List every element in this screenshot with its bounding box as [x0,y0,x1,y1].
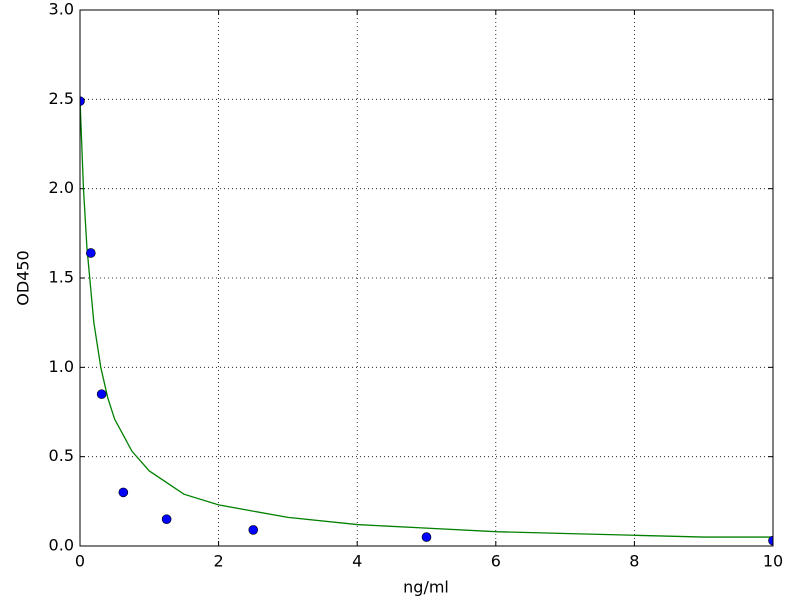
data-point [80,96,85,106]
data-point [421,532,432,542]
y-axis-label: OD450 [14,250,33,305]
x-axis-label: ng/ml [403,578,449,597]
plot-area [80,96,773,546]
data-point [248,525,259,535]
fit-curve [80,99,773,538]
y-tick-label: 1.0 [49,357,74,376]
y-tick-label: 1.5 [49,268,74,287]
x-tick-label: 0 [75,552,85,571]
x-tick-label: 6 [491,552,501,571]
y-tick-label: 2.5 [49,89,74,108]
x-tick-label: 2 [214,552,224,571]
y-tick-label: 3.0 [49,0,74,19]
x-tick-label: 8 [629,552,639,571]
x-tick-label: 4 [352,552,362,571]
x-tick-label: 10 [763,552,783,571]
data-point [768,535,773,546]
data-point [86,248,96,258]
data-point [118,487,129,498]
y-tick-label: 2.0 [49,178,74,197]
plot-frame [79,9,774,547]
data-point [96,389,107,399]
data-point [161,514,172,525]
y-tick-label: 0.0 [49,536,74,555]
y-tick-label: 0.5 [49,446,74,465]
